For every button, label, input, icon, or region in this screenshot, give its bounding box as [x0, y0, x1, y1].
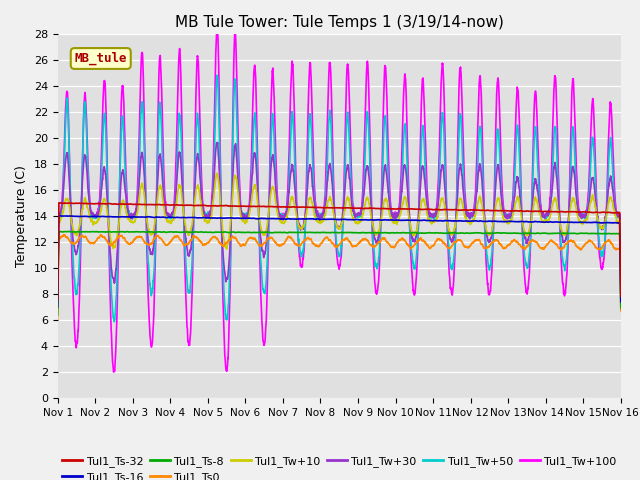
Legend: Tul1_Ts-32, Tul1_Ts-16, Tul1_Ts-8, Tul1_Ts0, Tul1_Tw+10, Tul1_Tw+30, Tul1_Tw+50,: Tul1_Ts-32, Tul1_Ts-16, Tul1_Ts-8, Tul1_… [58, 451, 621, 480]
Y-axis label: Temperature (C): Temperature (C) [15, 165, 28, 267]
Title: MB Tule Tower: Tule Temps 1 (3/19/14-now): MB Tule Tower: Tule Temps 1 (3/19/14-now… [175, 15, 504, 30]
Text: MB_tule: MB_tule [74, 52, 127, 65]
